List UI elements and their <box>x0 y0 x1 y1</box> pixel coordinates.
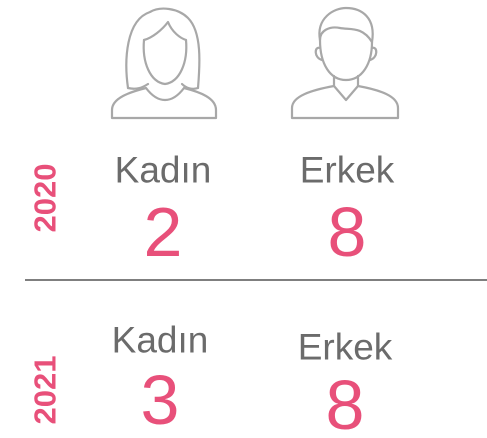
year: 2021 <box>28 356 63 425</box>
value: 3 <box>141 361 180 438</box>
value: 8 <box>326 366 365 438</box>
value: 2 <box>144 193 183 271</box>
label: Kadın <box>115 150 212 191</box>
label: Erkek <box>298 327 393 368</box>
woman-icon <box>110 7 218 120</box>
value: 8 <box>328 193 367 271</box>
man-icon <box>290 6 400 120</box>
label: Erkek <box>300 150 395 191</box>
label: Kadın <box>112 320 209 361</box>
year: 2020 <box>28 164 63 233</box>
